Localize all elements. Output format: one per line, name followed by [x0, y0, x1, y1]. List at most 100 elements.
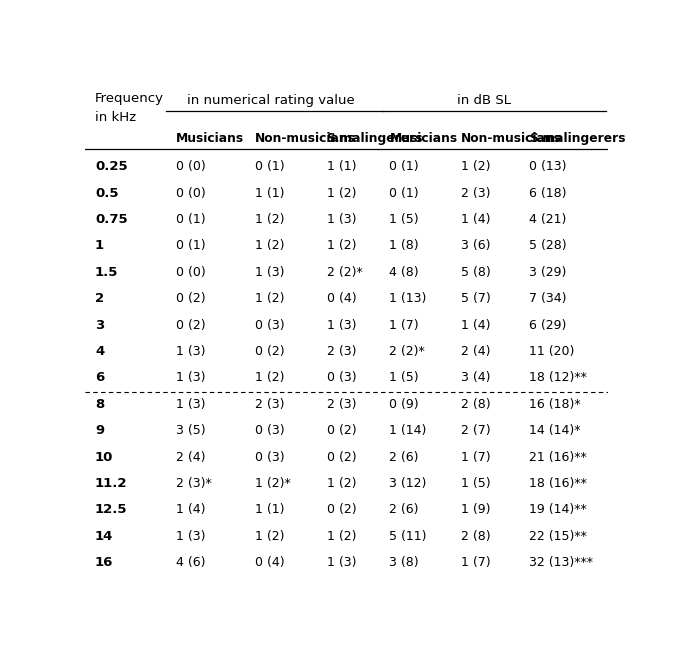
Text: 0 (0): 0 (0) — [176, 160, 206, 173]
Text: 2: 2 — [95, 292, 104, 305]
Text: 0 (2): 0 (2) — [176, 292, 206, 305]
Text: 1 (3): 1 (3) — [327, 213, 356, 226]
Text: 7 (34): 7 (34) — [529, 292, 566, 305]
Text: 21 (16)**: 21 (16)** — [529, 451, 587, 463]
Text: 0 (0): 0 (0) — [176, 266, 206, 279]
Text: 0 (2): 0 (2) — [255, 345, 285, 358]
Text: 18 (16)**: 18 (16)** — [529, 477, 587, 490]
Text: 0 (1): 0 (1) — [389, 160, 419, 173]
Text: 0 (3): 0 (3) — [255, 424, 285, 437]
Text: 0 (2): 0 (2) — [327, 503, 356, 516]
Text: 2 (3): 2 (3) — [460, 186, 490, 200]
Text: 32 (13)***: 32 (13)*** — [529, 556, 593, 569]
Text: 3 (8): 3 (8) — [389, 556, 419, 569]
Text: 1 (14): 1 (14) — [389, 424, 427, 437]
Text: 0 (2): 0 (2) — [176, 318, 206, 331]
Text: 3 (12): 3 (12) — [389, 477, 427, 490]
Text: 0 (1): 0 (1) — [389, 186, 419, 200]
Text: 1 (8): 1 (8) — [389, 239, 419, 252]
Text: 11.2: 11.2 — [95, 477, 128, 490]
Text: 5 (28): 5 (28) — [529, 239, 566, 252]
Text: 16: 16 — [95, 556, 114, 569]
Text: 2 (7): 2 (7) — [460, 424, 490, 437]
Text: 1 (2)*: 1 (2)* — [255, 477, 291, 490]
Text: 6: 6 — [95, 372, 104, 384]
Text: 1 (2): 1 (2) — [255, 530, 285, 542]
Text: 1 (3): 1 (3) — [327, 556, 356, 569]
Text: 1 (5): 1 (5) — [460, 477, 490, 490]
Text: 1 (5): 1 (5) — [389, 372, 419, 384]
Text: 2 (4): 2 (4) — [176, 451, 206, 463]
Text: 1 (3): 1 (3) — [176, 530, 206, 542]
Text: 14 (14)*: 14 (14)* — [529, 424, 580, 437]
Text: 0 (13): 0 (13) — [529, 160, 566, 173]
Text: 22 (15)**: 22 (15)** — [529, 530, 587, 542]
Text: 1 (3): 1 (3) — [327, 318, 356, 331]
Text: 1 (4): 1 (4) — [460, 213, 490, 226]
Text: 0 (0): 0 (0) — [176, 186, 206, 200]
Text: 1 (2): 1 (2) — [255, 292, 285, 305]
Text: 1 (2): 1 (2) — [255, 213, 285, 226]
Text: 1 (9): 1 (9) — [460, 503, 490, 516]
Text: 1 (3): 1 (3) — [176, 345, 206, 358]
Text: 4 (6): 4 (6) — [176, 556, 206, 569]
Text: 1 (2): 1 (2) — [460, 160, 490, 173]
Text: 3 (6): 3 (6) — [460, 239, 490, 252]
Text: 5 (7): 5 (7) — [460, 292, 490, 305]
Text: S.malingerers: S.malingerers — [327, 132, 423, 146]
Text: 0 (1): 0 (1) — [255, 160, 285, 173]
Text: 6 (18): 6 (18) — [529, 186, 566, 200]
Text: 2 (8): 2 (8) — [460, 530, 490, 542]
Text: 9: 9 — [95, 424, 104, 437]
Text: 1 (2): 1 (2) — [255, 372, 285, 384]
Text: 1 (4): 1 (4) — [460, 318, 490, 331]
Text: 0 (2): 0 (2) — [327, 451, 356, 463]
Text: 0 (3): 0 (3) — [327, 372, 356, 384]
Text: 1 (3): 1 (3) — [176, 372, 206, 384]
Text: 0 (9): 0 (9) — [389, 398, 419, 411]
Text: 0 (1): 0 (1) — [176, 239, 206, 252]
Text: 1 (1): 1 (1) — [255, 503, 285, 516]
Text: 10: 10 — [95, 451, 114, 463]
Text: in kHz: in kHz — [95, 111, 136, 124]
Text: 1 (13): 1 (13) — [389, 292, 427, 305]
Text: 12.5: 12.5 — [95, 503, 128, 516]
Text: 18 (12)**: 18 (12)** — [529, 372, 587, 384]
Text: 0.5: 0.5 — [95, 186, 118, 200]
Text: 1: 1 — [95, 239, 104, 252]
Text: 1.5: 1.5 — [95, 266, 118, 279]
Text: 1 (2): 1 (2) — [255, 239, 285, 252]
Text: 6 (29): 6 (29) — [529, 318, 566, 331]
Text: 1 (7): 1 (7) — [389, 318, 419, 331]
Text: 0 (4): 0 (4) — [255, 556, 285, 569]
Text: 2 (2)*: 2 (2)* — [389, 345, 425, 358]
Text: 1 (4): 1 (4) — [176, 503, 206, 516]
Text: 0 (4): 0 (4) — [327, 292, 356, 305]
Text: 2 (2)*: 2 (2)* — [327, 266, 362, 279]
Text: Musicians: Musicians — [176, 132, 244, 146]
Text: Musicians: Musicians — [389, 132, 458, 146]
Text: 1 (2): 1 (2) — [327, 186, 356, 200]
Text: 2 (6): 2 (6) — [389, 451, 419, 463]
Text: 1 (7): 1 (7) — [460, 556, 490, 569]
Text: 8: 8 — [95, 398, 104, 411]
Text: 4 (8): 4 (8) — [389, 266, 419, 279]
Text: 4: 4 — [95, 345, 104, 358]
Text: 4 (21): 4 (21) — [529, 213, 566, 226]
Text: 2 (3)*: 2 (3)* — [176, 477, 212, 490]
Text: 5 (11): 5 (11) — [389, 530, 427, 542]
Text: 2 (4): 2 (4) — [460, 345, 490, 358]
Text: S.malingerers: S.malingerers — [529, 132, 625, 146]
Text: 0 (2): 0 (2) — [327, 424, 356, 437]
Text: 1 (1): 1 (1) — [327, 160, 356, 173]
Text: 3 (29): 3 (29) — [529, 266, 566, 279]
Text: 0 (3): 0 (3) — [255, 451, 285, 463]
Text: 3: 3 — [95, 318, 104, 331]
Text: 1 (7): 1 (7) — [460, 451, 490, 463]
Text: 14: 14 — [95, 530, 114, 542]
Text: Non-musicians: Non-musicians — [255, 132, 356, 146]
Text: 3 (4): 3 (4) — [460, 372, 490, 384]
Text: 0.25: 0.25 — [95, 160, 128, 173]
Text: 1 (2): 1 (2) — [327, 530, 356, 542]
Text: 1 (2): 1 (2) — [327, 477, 356, 490]
